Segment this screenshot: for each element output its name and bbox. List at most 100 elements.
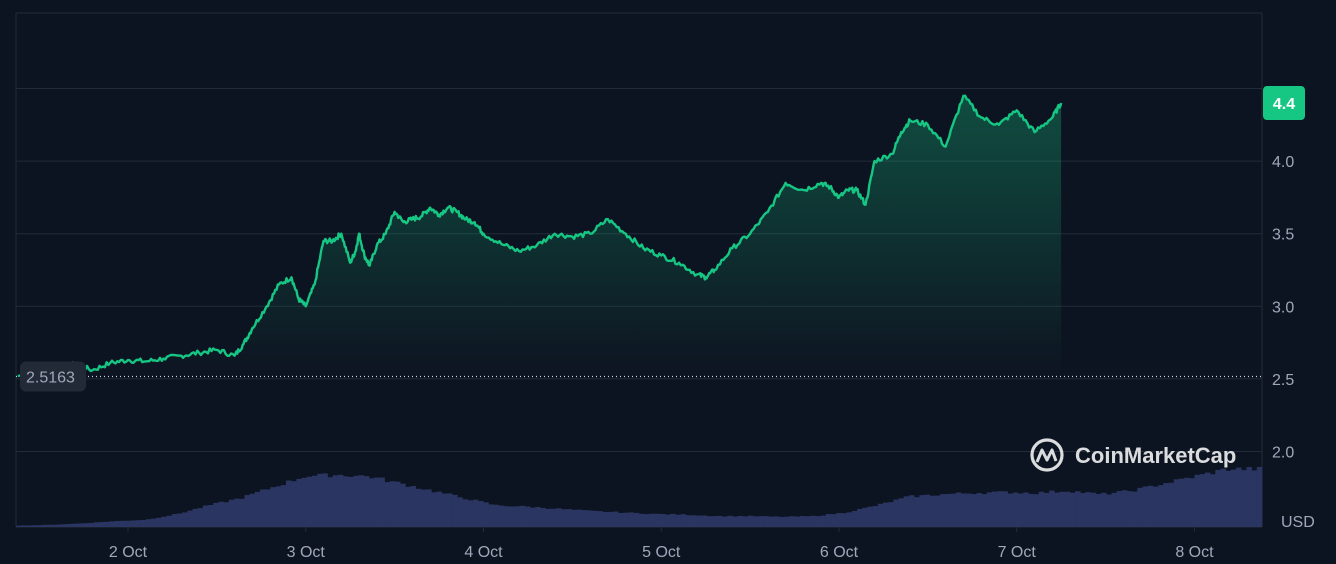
y-tick-label: 2.5 xyxy=(1272,372,1294,389)
volume-bar xyxy=(99,522,105,527)
volume-bar xyxy=(540,507,546,527)
y-axis-ticks: 2.0 2.5 3.0 3.5 4.0 xyxy=(1272,154,1294,461)
volume-bar xyxy=(415,488,422,527)
volume-bar xyxy=(358,475,365,527)
y-tick-label: 3.0 xyxy=(1272,299,1294,316)
volume-bar xyxy=(722,516,728,527)
volume-bar xyxy=(524,506,531,527)
volume-bar xyxy=(130,520,136,527)
volume-bar xyxy=(1178,478,1185,527)
volume-bar xyxy=(550,508,557,527)
volume-bar xyxy=(696,515,702,527)
volume-bar xyxy=(1173,479,1180,527)
volume-bar xyxy=(639,513,645,527)
volume-bar xyxy=(52,524,58,527)
x-axis-ticks: 2 Oct 3 Oct 4 Oct 5 Oct 6 Oct 7 Oct 8 Oct xyxy=(109,527,1214,561)
coinmarketcap-watermark: CoinMarketCap xyxy=(1030,438,1236,472)
volume-bar xyxy=(784,516,790,527)
volume-bar xyxy=(125,520,131,527)
volume-bar xyxy=(1116,491,1123,527)
volume-bar xyxy=(280,485,287,527)
volume-bar xyxy=(514,506,520,527)
volume-bar xyxy=(820,515,827,527)
y-tick-label: 2.0 xyxy=(1272,444,1294,461)
volume-bar xyxy=(1147,485,1154,527)
volume-bar xyxy=(1028,493,1034,527)
volume-bar xyxy=(571,509,577,527)
volume-bar xyxy=(322,473,328,527)
volume-bar xyxy=(664,514,671,527)
volume-bar xyxy=(93,522,100,527)
volume-bar xyxy=(966,493,972,527)
volume-bar xyxy=(389,481,396,527)
volume-bar xyxy=(1075,491,1081,527)
volume-bar xyxy=(213,502,219,527)
volume-bar xyxy=(1049,490,1055,527)
volume-bar xyxy=(353,475,359,527)
volume-series xyxy=(16,466,1263,527)
volume-bar xyxy=(893,499,899,527)
volume-bar xyxy=(857,508,863,527)
volume-bar xyxy=(208,505,214,527)
volume-bar xyxy=(67,523,74,527)
volume-bar xyxy=(716,515,723,527)
volume-bar xyxy=(805,516,811,527)
volume-bar xyxy=(1090,492,1097,527)
volume-bar xyxy=(296,478,302,527)
volume-bar xyxy=(914,497,920,527)
volume-bar xyxy=(836,513,842,527)
volume-bar xyxy=(197,508,204,527)
volume-bar xyxy=(685,515,692,527)
volume-bar xyxy=(862,507,868,527)
volume-bar xyxy=(400,483,406,527)
volume-bar xyxy=(545,508,552,527)
volume-bar xyxy=(1002,491,1008,527)
volume-bar xyxy=(1152,486,1159,527)
volume-bar xyxy=(794,516,801,527)
volume-bar xyxy=(47,524,53,527)
volume-bar xyxy=(114,520,121,527)
x-tick-label: 8 Oct xyxy=(1175,544,1214,561)
price-line xyxy=(17,94,1063,378)
volume-bar xyxy=(171,514,178,527)
x-tick-label: 2 Oct xyxy=(109,544,148,561)
volume-bar xyxy=(618,512,624,527)
volume-bar xyxy=(623,512,629,527)
volume-bar xyxy=(31,525,38,527)
logo-wave xyxy=(1035,448,1058,463)
volume-bar xyxy=(509,506,515,527)
volume-bar xyxy=(986,492,993,527)
volume-bar xyxy=(379,477,385,527)
volume-bar xyxy=(104,521,110,527)
volume-bar xyxy=(1168,482,1175,527)
volume-bar xyxy=(919,495,925,527)
volume-bar xyxy=(654,513,661,527)
volume-bar xyxy=(561,509,567,527)
volume-bar xyxy=(1251,470,1258,527)
current-price-text: 4.4 xyxy=(1273,96,1295,113)
volume-bar xyxy=(576,509,583,527)
volume-bar xyxy=(1064,491,1071,527)
volume-bar xyxy=(529,507,536,527)
volume-bar xyxy=(467,500,474,527)
volume-bar xyxy=(41,524,48,527)
volume-bar xyxy=(1106,494,1112,527)
volume-bar xyxy=(924,494,931,527)
volume-bar xyxy=(1256,466,1263,527)
volume-bar xyxy=(1137,487,1143,527)
reference-price-label: 2.5163 xyxy=(20,361,86,392)
volume-bar xyxy=(1215,469,1221,527)
volume-bar xyxy=(768,516,775,527)
volume-bar xyxy=(701,515,707,527)
volume-bar xyxy=(16,525,22,527)
volume-bar xyxy=(908,495,915,527)
volume-bar xyxy=(633,512,640,527)
volume-bar xyxy=(36,525,43,527)
volume-bar xyxy=(306,476,313,527)
volume-bar xyxy=(150,518,157,527)
volume-bar xyxy=(992,491,998,527)
volume-bar xyxy=(228,499,235,527)
volume-bar xyxy=(1127,491,1133,527)
volume-bar xyxy=(234,498,240,527)
